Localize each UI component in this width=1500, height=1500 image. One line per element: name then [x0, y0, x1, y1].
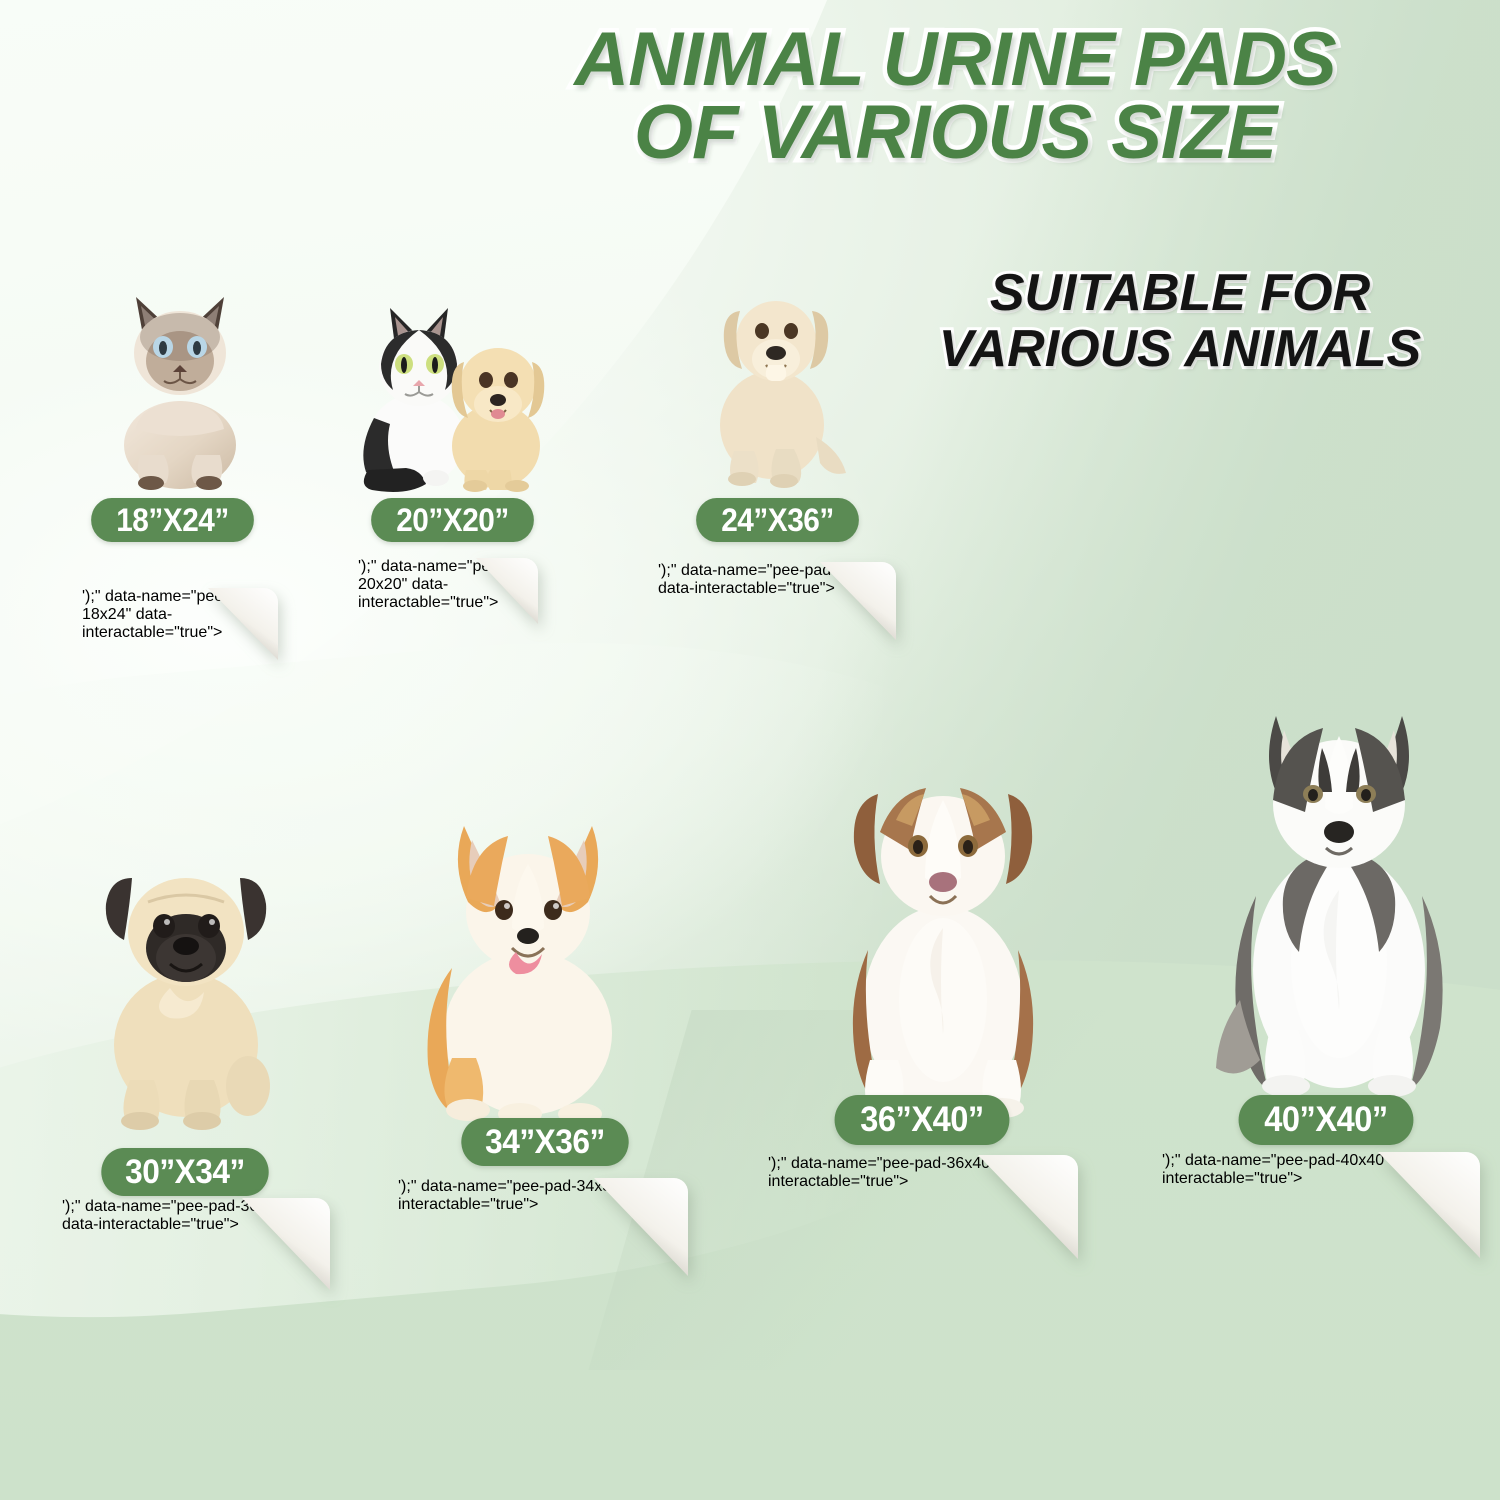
animal-siberian-husky — [1210, 700, 1468, 1098]
size-badge-36x40[interactable]: 36”X40” — [834, 1095, 1010, 1145]
size-badge-20x20[interactable]: 20”X20” — [371, 498, 534, 542]
size-badge-label: 20”X20” — [396, 501, 509, 538]
size-badge-30x34[interactable]: 30”X34” — [101, 1148, 269, 1196]
page-subtitle: SUITABLE FOR VARIOUS ANIMALS — [936, 262, 1424, 380]
size-badge-label: 34”X36” — [485, 1122, 605, 1161]
size-badge-label: 40”X40” — [1264, 1100, 1388, 1139]
size-badge-label: 24”X36” — [721, 501, 834, 538]
size-badge-label: 36”X40” — [860, 1100, 984, 1139]
animal-siamese-cat — [100, 275, 260, 490]
size-badge-40x40[interactable]: 40”X40” — [1238, 1095, 1414, 1145]
size-badge-label: 18”X24” — [116, 501, 229, 538]
animal-corgi — [408, 808, 648, 1126]
page-title: ANIMAL URINE PADS OF VARIOUS SIZE — [570, 17, 1341, 175]
pad-graphic — [1162, 1152, 1480, 1450]
size-badge-24x36[interactable]: 24”X36” — [696, 498, 859, 542]
size-badge-18x24[interactable]: 18”X24” — [91, 498, 254, 542]
size-badge-label: 30”X34” — [125, 1152, 245, 1191]
animal-tan-dog — [690, 265, 865, 490]
pad-graphic — [62, 1198, 330, 1450]
pad-graphic — [768, 1155, 1078, 1450]
animal-pug — [78, 840, 293, 1130]
size-badge-34x36[interactable]: 34”X36” — [461, 1118, 629, 1166]
animal-tuxedo-cat-and-puppy — [350, 280, 550, 492]
animal-australian-shepherd — [818, 760, 1068, 1118]
pad-graphic — [658, 562, 896, 720]
pad-graphic — [82, 588, 278, 718]
pad-graphic — [358, 558, 538, 720]
pad-graphic — [398, 1178, 688, 1450]
